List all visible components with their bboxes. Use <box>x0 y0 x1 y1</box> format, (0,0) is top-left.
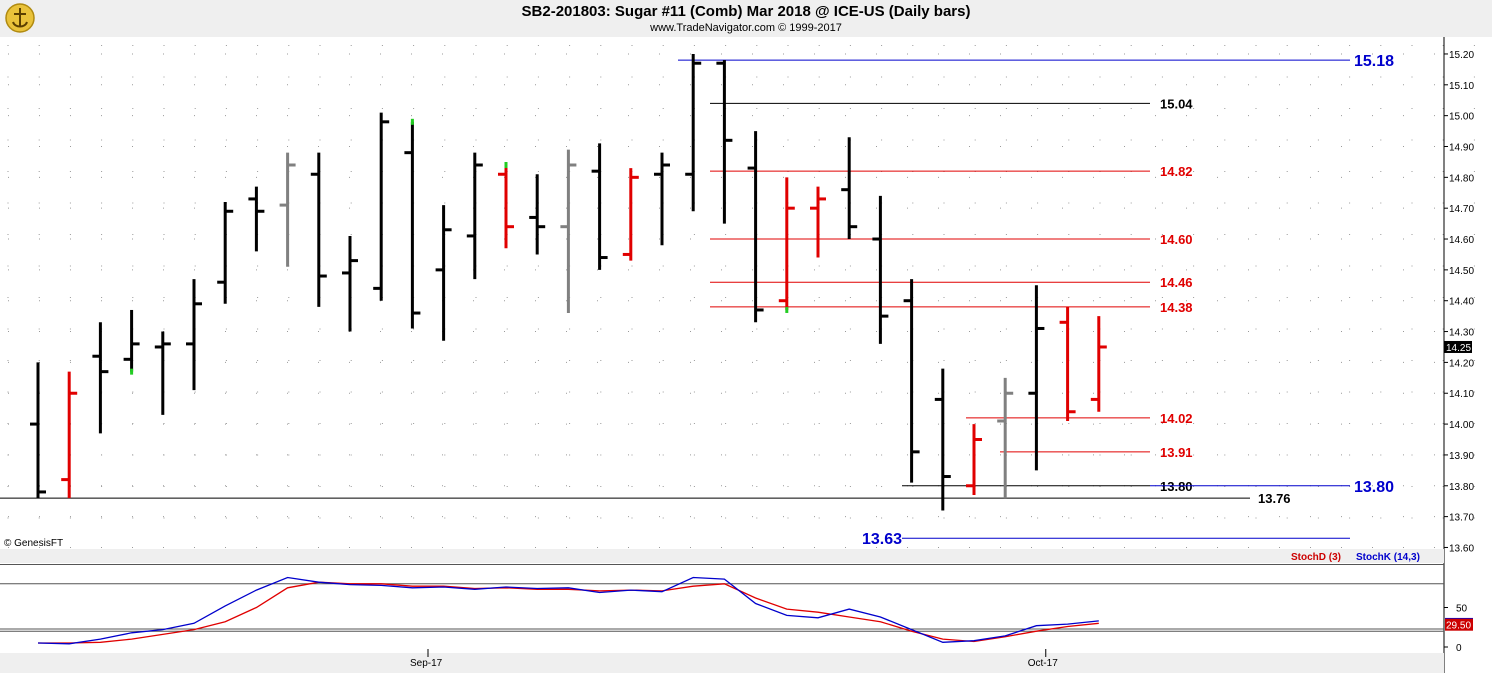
price-bar <box>747 131 764 323</box>
price-bar <box>123 309 140 372</box>
price-bar <box>92 322 109 434</box>
stochd-value-box <box>1445 618 1473 631</box>
price-tick-label: 15.00 <box>1449 112 1474 123</box>
price-tick-label: 14.80 <box>1449 173 1474 184</box>
price-bar <box>997 377 1014 499</box>
price-tick-label: 14.40 <box>1449 297 1474 308</box>
copyright-label: © GenesisFT <box>4 538 63 549</box>
price-bar <box>466 152 483 280</box>
price-bar <box>498 165 514 249</box>
stochd-value-label: 29.50 <box>1446 621 1471 632</box>
stochastic-axis: 50 0 29.50 <box>1444 604 1473 654</box>
price-bar <box>872 195 889 344</box>
level-label: 14.60 <box>1160 232 1193 247</box>
price-bar <box>654 152 670 246</box>
price-bar <box>310 152 327 307</box>
price-bar <box>404 121 421 329</box>
price-tick-label: 14.60 <box>1449 235 1474 246</box>
level-label: 13.76 <box>1258 491 1291 506</box>
chart-header: SB2-201803: Sugar #11 (Comb) Mar 2018 @ … <box>0 0 1492 37</box>
time-tick-label: Oct-17 <box>1028 658 1058 669</box>
price-bar <box>810 186 826 258</box>
time-tick-label: Sep-17 <box>410 658 443 669</box>
price-tick-label: 15.20 <box>1449 50 1474 61</box>
level-label: 15.04 <box>1160 96 1193 111</box>
panel-separator <box>0 549 1444 563</box>
price-bar <box>903 279 920 483</box>
price-bar <box>841 137 858 240</box>
trade-navigator-logo-icon <box>5 3 35 33</box>
chart-subtitle: www.TradeNavigator.com © 1999-2017 <box>650 22 842 34</box>
level-label: 14.46 <box>1160 275 1193 290</box>
price-bar <box>248 186 265 252</box>
price-tick-label: 15.10 <box>1449 81 1474 92</box>
price-bar <box>716 60 733 224</box>
price-tick-label: 13.70 <box>1449 513 1474 524</box>
price-tick-label: 14.70 <box>1449 204 1474 215</box>
level-label: 13.63 <box>862 531 902 548</box>
level-label: 15.18 <box>1354 53 1394 70</box>
level-label: 14.38 <box>1160 300 1193 315</box>
price-bar <box>966 424 982 496</box>
price-axis: 15.20 15.10 15.00 14.90 14.80 14.70 14.60 14.50… <box>1443 37 1474 673</box>
price-bar <box>342 235 358 332</box>
price-tick-label: 14.10 <box>1449 389 1474 400</box>
chart-title: SB2-201803: Sugar #11 (Comb) Mar 2018 @ … <box>521 3 971 20</box>
price-tick-label: 14.20 <box>1449 358 1474 369</box>
price-bar <box>622 168 639 261</box>
stoch-tick-label: 50 <box>1456 604 1468 615</box>
last-price-box <box>1444 340 1472 353</box>
price-bar <box>435 205 452 341</box>
time-axis: Sep-17 Oct-17 <box>410 649 1058 669</box>
price-bar <box>591 143 608 270</box>
price-bar <box>685 53 702 212</box>
stochk-line <box>37 576 1099 645</box>
price-bar <box>186 279 202 391</box>
price-bar <box>560 149 577 314</box>
price-bar <box>279 152 296 267</box>
price-tick-label: 13.90 <box>1449 451 1474 462</box>
price-tick-label: 14.00 <box>1449 420 1474 431</box>
price-tick-label: 13.60 <box>1449 543 1474 554</box>
price-bar <box>1059 306 1076 421</box>
price-bar <box>1090 316 1107 412</box>
price-tick-label: 13.80 <box>1449 482 1474 493</box>
last-price-label: 14.25 <box>1446 343 1471 354</box>
level-label: 14.82 <box>1160 164 1193 179</box>
price-bar <box>778 177 795 310</box>
stoch-tick-label: 0 <box>1456 643 1462 654</box>
price-bar <box>154 331 171 415</box>
price-tick-label: 14.30 <box>1449 328 1474 339</box>
price-bar <box>30 362 46 499</box>
price-tick-label: 14.50 <box>1449 266 1474 277</box>
price-bar <box>61 371 78 499</box>
price-tick-label: 14.90 <box>1449 142 1474 153</box>
level-label: 13.91 <box>1160 445 1193 460</box>
level-label: 13.80 <box>1354 479 1394 496</box>
level-label: 14.02 <box>1160 411 1193 426</box>
price-bar <box>373 112 390 301</box>
chart-canvas: 15.18 15.04 14.82 14.60 14.46 14.38 14.02 13.91… <box>0 37 1492 673</box>
price-bars <box>30 53 1107 511</box>
price-bar <box>1028 285 1045 471</box>
price-levels: 15.18 15.04 14.82 14.60 14.46 14.38 14.02 13.91… <box>0 53 1394 548</box>
stochastic-panel <box>0 564 1444 645</box>
price-bar <box>217 202 234 304</box>
legend-stochk: StochK (14,3) <box>1356 552 1420 563</box>
price-bar <box>934 368 951 511</box>
time-axis-strip <box>0 653 1444 673</box>
price-bar <box>529 174 546 255</box>
legend-stochd: StochD (3) <box>1291 552 1341 563</box>
